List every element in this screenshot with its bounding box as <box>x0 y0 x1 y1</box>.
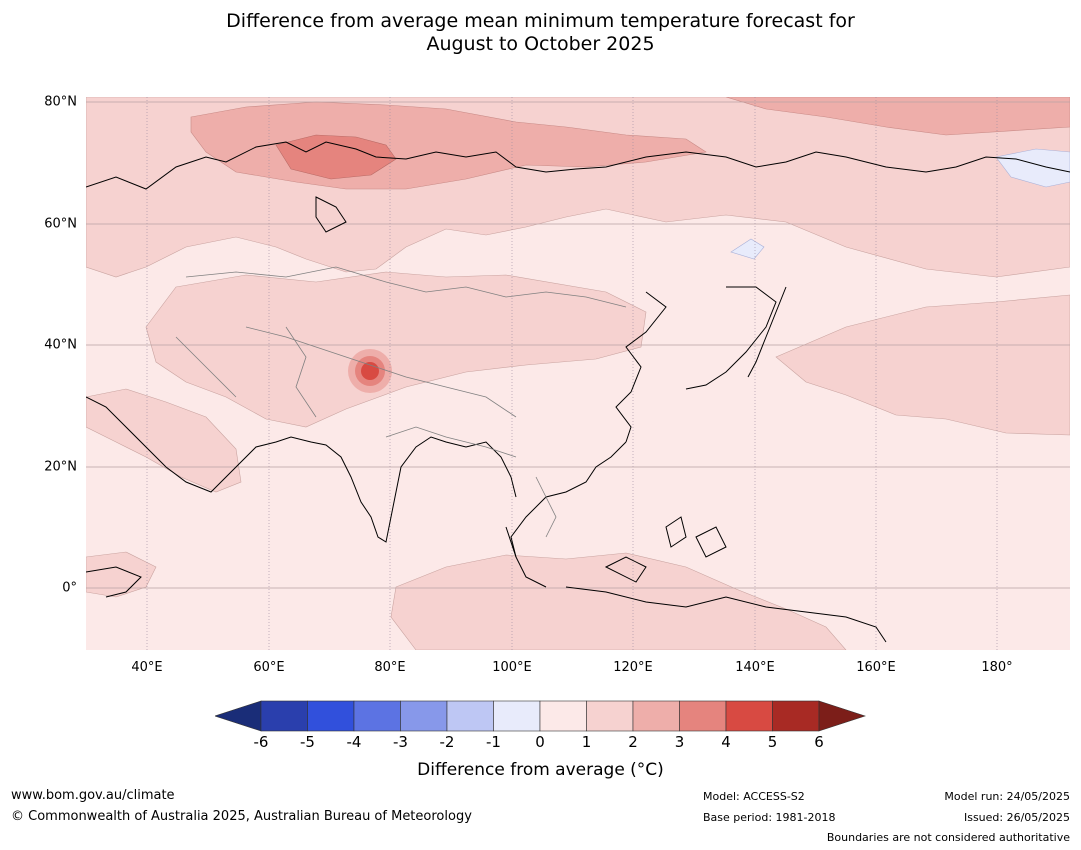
colorbar-tick-label: -6 <box>253 733 269 751</box>
colorbar-tick-label: 3 <box>674 733 685 751</box>
lat-label-40n: 40°N <box>44 337 77 353</box>
graticule <box>146 97 998 650</box>
colorbar-cell <box>539 700 587 732</box>
colorbar-tick-label: -2 <box>439 733 455 751</box>
lat-label-60n: 60°N <box>44 216 77 232</box>
anomaly-1-2-africa <box>86 551 157 598</box>
lat-label-80n: 80°N <box>44 94 77 110</box>
lon-label-80e: 80°E <box>374 660 406 675</box>
colorbar-tick-label: -3 <box>393 733 408 751</box>
colorbar-tick-label: 5 <box>767 733 778 751</box>
lon-label-140e: 140°E <box>735 660 775 675</box>
colorbar-cells <box>215 700 866 732</box>
colorbar-tick-label: 1 <box>581 733 592 751</box>
colorbar-title: Difference from average (°C) <box>417 760 664 780</box>
colorbar-cell <box>772 700 820 732</box>
colorbar-tick-label: -5 <box>300 733 315 751</box>
colorbar-cell <box>493 700 541 732</box>
country-borders <box>175 266 627 538</box>
lat-label-20n: 20°N <box>44 459 77 475</box>
colorbar-cell <box>725 700 773 732</box>
anomaly-3-4-kara <box>275 134 397 180</box>
colorbar-cell <box>353 700 401 732</box>
colorbar-tick-label: -4 <box>346 733 362 751</box>
lon-label-180: 180° <box>981 660 1013 675</box>
colorbar-cell <box>632 700 680 732</box>
colorbar <box>215 700 866 732</box>
lon-label-100e: 100°E <box>492 660 532 675</box>
colorbar-tick-label: 0 <box>535 733 545 751</box>
map-svg <box>86 97 1070 650</box>
colorbar-cell <box>307 700 355 732</box>
colorbar-tick-label: 6 <box>814 733 824 751</box>
anomaly-1-2-arabia <box>86 388 242 493</box>
footer-model: Model: ACCESS-S2 <box>703 790 805 803</box>
colorbar-tick-label: 4 <box>721 733 731 751</box>
lon-label-160e: 160°E <box>856 660 896 675</box>
lon-label-40e: 40°E <box>131 660 163 675</box>
coastlines <box>86 141 1070 643</box>
title-line-2: August to October 2025 <box>426 33 655 55</box>
footer-issued: Issued: 26/05/2025 <box>963 811 1070 824</box>
footer-website[interactable]: www.bom.gov.au/climate <box>11 788 175 803</box>
footer-base-period: Base period: 1981-2018 <box>703 811 836 824</box>
title-line-1: Difference from average mean minimum tem… <box>226 10 855 32</box>
chart-title: Difference from average mean minimum tem… <box>0 10 1081 56</box>
forecast-map <box>86 97 1070 650</box>
anomaly-neg-amur <box>730 238 765 260</box>
lat-label-0: 0° <box>62 580 77 596</box>
lon-label-60e: 60°E <box>253 660 285 675</box>
anomaly-1-2-indonesia <box>390 552 847 650</box>
colorbar-cell <box>400 700 448 732</box>
lon-label-120e: 120°E <box>613 660 653 675</box>
colorbar-cell <box>260 700 308 732</box>
colorbar-extend-low <box>215 700 262 732</box>
footer-model-run: Model run: 24/05/2025 <box>944 790 1070 803</box>
colorbar-tick-label: -1 <box>486 733 501 751</box>
anomaly-1-2-pacific <box>775 294 1070 436</box>
colorbar-cell <box>446 700 494 732</box>
colorbar-extend-high <box>818 700 866 732</box>
colorbar-tick-label: 2 <box>628 733 638 751</box>
footer-disclaimer: Boundaries are not considered authoritat… <box>826 831 1070 844</box>
anomaly-2-3-arctic-east <box>725 97 1070 136</box>
anomaly-1-2-central <box>145 271 647 428</box>
footer-copyright: © Commonwealth of Australia 2025, Austra… <box>11 809 472 824</box>
colorbar-cell <box>586 700 634 732</box>
colorbar-cell <box>679 700 727 732</box>
